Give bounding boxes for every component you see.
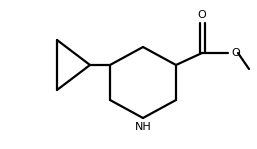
Text: O: O: [231, 48, 240, 58]
Text: O: O: [198, 10, 206, 20]
Text: NH: NH: [135, 122, 151, 132]
